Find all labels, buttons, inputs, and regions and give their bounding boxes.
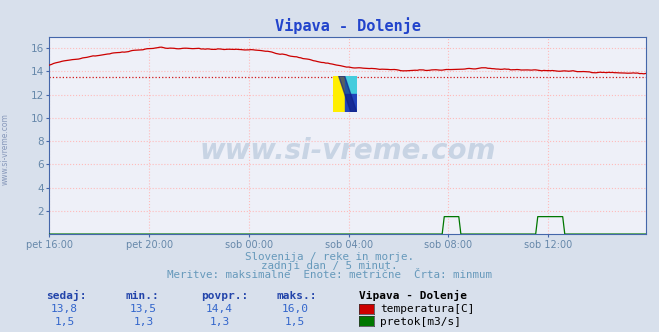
Text: Vipava - Dolenje: Vipava - Dolenje — [359, 290, 467, 301]
Text: 1,5: 1,5 — [285, 317, 305, 327]
Text: pretok[m3/s]: pretok[m3/s] — [380, 317, 461, 327]
Text: 1,5: 1,5 — [55, 317, 74, 327]
Text: www.si-vreme.com: www.si-vreme.com — [1, 114, 10, 185]
Polygon shape — [333, 76, 345, 112]
Text: zadnji dan / 5 minut.: zadnji dan / 5 minut. — [261, 261, 398, 271]
Text: 1,3: 1,3 — [210, 317, 229, 327]
Title: Vipava - Dolenje: Vipava - Dolenje — [275, 17, 420, 34]
Text: Meritve: maksimalne  Enote: metrične  Črta: minmum: Meritve: maksimalne Enote: metrične Črta… — [167, 270, 492, 280]
Text: 16,0: 16,0 — [282, 304, 308, 314]
Text: 1,3: 1,3 — [134, 317, 154, 327]
Text: povpr.:: povpr.: — [201, 291, 248, 301]
Text: min.:: min.: — [125, 291, 159, 301]
Text: 13,8: 13,8 — [51, 304, 78, 314]
Polygon shape — [345, 94, 357, 112]
Text: temperatura[C]: temperatura[C] — [380, 304, 474, 314]
Text: 14,4: 14,4 — [206, 304, 233, 314]
Text: sedaj:: sedaj: — [46, 290, 86, 301]
Text: Slovenija / reke in morje.: Slovenija / reke in morje. — [245, 252, 414, 262]
Text: maks.:: maks.: — [277, 291, 317, 301]
Polygon shape — [345, 76, 357, 94]
Text: www.si-vreme.com: www.si-vreme.com — [200, 137, 496, 165]
Text: 13,5: 13,5 — [130, 304, 157, 314]
Polygon shape — [339, 76, 357, 112]
